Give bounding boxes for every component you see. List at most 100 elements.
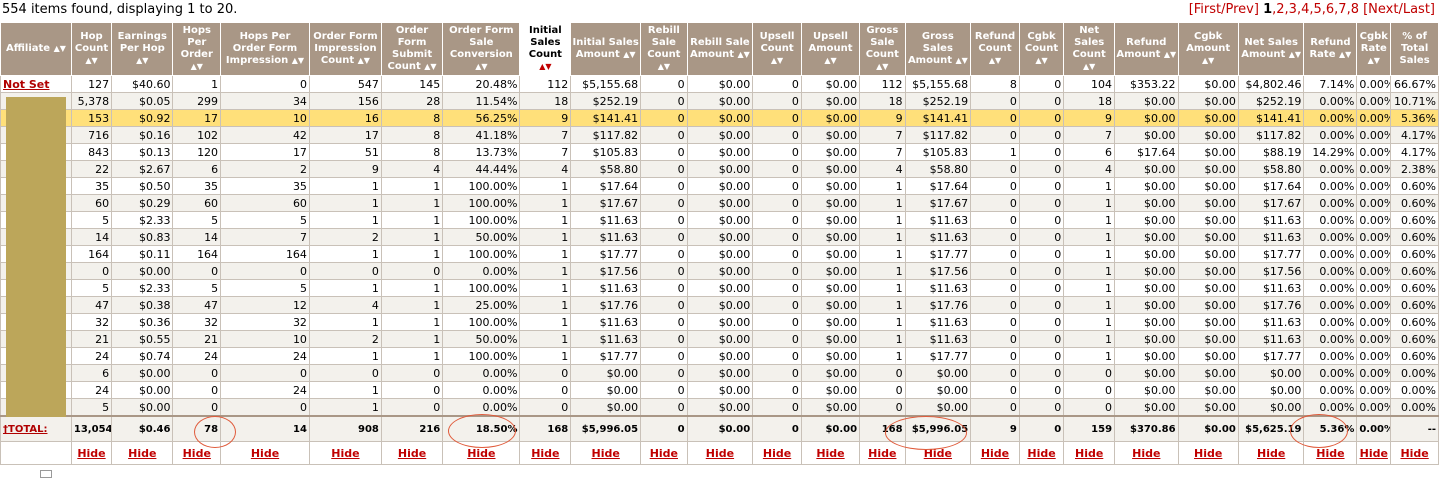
hide-column-link[interactable]: Hide <box>1400 446 1429 460</box>
table-row[interactable]: 153 $0.92 17 10 16 8 56.25% 9 $141.41 0 $0.00 0 $0.0… <box>0 109 1439 127</box>
sort-arrows-icon[interactable]: ▲▼ <box>291 56 305 65</box>
sort-arrows-icon[interactable]: ▲▼ <box>539 62 552 71</box>
next-last-link[interactable]: [Next/Last] <box>1363 2 1435 17</box>
table-row[interactable]: 5 $0.00 0 0 1 0 0.00% 0 $0.00 0 $0.00 0 $0.00 0 $0.00 0… <box>0 398 1439 417</box>
table-row[interactable]: 6 $0.00 0 0 0 0 0.00% 0 $0.00 0 $0.00 0 $0.00 0 $0.00 0… <box>0 364 1439 382</box>
hide-column-link[interactable]: Hide <box>649 446 678 460</box>
column-header-21[interactable]: Net Sales Amount ▲▼ <box>1237 22 1305 76</box>
sort-arrows-icon[interactable]: ▲▼ <box>657 62 670 71</box>
table-row[interactable]: 24 $0.74 24 24 1 1 100.00% 1 $17.77 0 $0.00 0 $0.00 1… <box>0 347 1439 365</box>
column-header-10[interactable]: Rebill Sale Count ▲▼ <box>640 22 688 76</box>
column-header-5[interactable]: Order Form Impression Count ▲▼ <box>308 22 382 76</box>
table-row[interactable]: 32 $0.36 32 32 1 1 100.00% 1 $11.63 0 $0.00 0 $0.00 1… <box>0 313 1439 331</box>
table-row[interactable]: 0 $0.00 0 0 0 0 0.00% 1 $17.56 0 $0.00 0 $0.00 1 $17.5… <box>0 262 1439 280</box>
sort-arrows-icon[interactable]: ▲▼ <box>85 56 98 65</box>
hide-column-link[interactable]: Hide <box>762 446 792 460</box>
hide-column-link[interactable]: Hide <box>77 446 106 460</box>
column-header-2[interactable]: Earnings Per Hop ▲▼ <box>111 22 174 76</box>
sort-arrows-icon[interactable]: ▲▼ <box>1035 56 1048 65</box>
page-link-2[interactable]: ,2 <box>1272 2 1285 17</box>
column-header-23[interactable]: Cgbk Rate ▲▼ <box>1356 22 1392 76</box>
sort-arrows-icon[interactable]: ▲▼ <box>737 50 750 59</box>
column-header-18[interactable]: Net Sales Count ▲▼ <box>1063 22 1116 76</box>
table-row[interactable]: 5 $2.33 5 5 1 1 100.00% 1 $11.63 0 $0.00 0 $0.00 1 $11… <box>0 211 1439 229</box>
page-link-4[interactable]: ,4 <box>1296 2 1310 17</box>
page-link-7[interactable]: ,7 <box>1334 2 1347 17</box>
hide-column-link[interactable]: Hide <box>591 446 620 460</box>
sort-arrows-icon[interactable]: ▲▼ <box>357 56 370 65</box>
sort-arrows-icon[interactable]: ▲▼ <box>988 56 1002 65</box>
sort-arrows-icon[interactable]: ▲▼ <box>424 62 437 71</box>
table-row[interactable]: 843 $0.13 120 17 51 8 13.73% 7 $105.83 0 $0.00 0 $0.… <box>0 143 1439 161</box>
table-row[interactable]: 5,378 $0.05 299 34 156 28 11.54% 18 $252.19 0 $0.0… <box>0 92 1439 110</box>
column-header-15[interactable]: Gross Sales Amount ▲▼ <box>904 22 972 76</box>
column-header-6[interactable]: Order Form Submit Count ▲▼ <box>380 22 444 76</box>
hide-column-link[interactable]: Hide <box>1132 446 1161 460</box>
table-row[interactable]: 21 $0.55 21 10 2 1 50.00% 1 $11.63 0 $0.00 0 $0.00 1 $… <box>0 330 1439 348</box>
hide-column-link[interactable]: Hide <box>1027 446 1056 460</box>
column-header-14[interactable]: Gross Sale Count ▲▼ <box>859 22 906 76</box>
column-header-12[interactable]: Upsell Count ▲▼ <box>752 22 802 76</box>
column-header-19[interactable]: Refund Amount ▲▼ <box>1114 22 1179 76</box>
sort-arrows-icon[interactable]: ▲▼ <box>1338 50 1352 59</box>
page-link-8[interactable]: ,8 <box>1346 2 1359 17</box>
total-link[interactable]: †TOTAL: <box>3 423 48 435</box>
column-header-16[interactable]: Refund Count ▲▼ <box>970 22 1020 76</box>
sort-arrows-icon[interactable]: ▲▼ <box>1367 56 1380 65</box>
table-row[interactable]: 716 $0.16 102 42 17 8 41.18% 7 $117.82 0 $0.00 0 $0.… <box>0 126 1439 144</box>
table-row[interactable]: 164 $0.11 164 164 1 1 100.00% 1 $17.77 0 $0.00 0 $0.… <box>0 245 1439 263</box>
sort-arrows-icon[interactable]: ▲▼ <box>475 62 488 71</box>
affiliate-link[interactable]: Not Set <box>3 77 50 91</box>
table-row[interactable]: 14 $0.83 14 7 2 1 50.00% 1 $11.63 0 $0.00 0 $0.00 1 $1… <box>0 228 1439 246</box>
page-link-3[interactable]: ,3 <box>1284 2 1297 17</box>
hide-column-link[interactable]: Hide <box>868 446 897 460</box>
sort-arrows-icon[interactable]: ▲▼ <box>53 44 66 53</box>
column-header-17[interactable]: Cgbk Count ▲▼ <box>1018 22 1065 76</box>
sort-arrows-icon[interactable]: ▲▼ <box>955 56 968 65</box>
column-header-11[interactable]: Rebill Sale Amount ▲▼ <box>686 22 754 76</box>
column-header-13[interactable]: Upsell Amount ▲▼ <box>800 22 861 76</box>
hide-column-link[interactable]: Hide <box>1256 446 1286 460</box>
sort-arrows-icon[interactable]: ▲▼ <box>1083 62 1096 71</box>
hide-column-link[interactable]: Hide <box>331 446 360 460</box>
hide-column-link[interactable]: Hide <box>1194 446 1223 460</box>
hide-column-link[interactable]: Hide <box>1359 446 1388 460</box>
column-header-22[interactable]: Refund Rate ▲▼ <box>1303 22 1358 76</box>
hide-column-link[interactable]: Hide <box>816 446 845 460</box>
column-header-7[interactable]: Order Form Sale Conversion ▲▼ <box>442 22 521 76</box>
column-header-20[interactable]: Cgbk Amount ▲▼ <box>1177 22 1239 76</box>
column-header-24[interactable]: % of Total Sales <box>1390 22 1439 76</box>
sort-arrows-icon[interactable]: ▲▼ <box>876 62 889 71</box>
table-row[interactable]: 22 $2.67 6 2 9 4 44.44% 4 $58.80 0 $0.00 0 $0.00 4 $58… <box>0 160 1439 178</box>
hide-column-link[interactable]: Hide <box>980 446 1010 460</box>
hide-column-link[interactable]: Hide <box>1316 446 1345 460</box>
sort-arrows-icon[interactable]: ▲▼ <box>824 56 837 65</box>
column-header-9[interactable]: Initial Sales Amount ▲▼ <box>570 22 642 76</box>
table-row[interactable]: 35 $0.50 35 35 1 1 100.00% 1 $17.64 0 $0.00 0 $0.00 1… <box>0 177 1439 195</box>
table-row[interactable]: 24 $0.00 0 24 1 0 0.00% 0 $0.00 0 $0.00 0 $0.00 0 $0.0… <box>0 381 1439 399</box>
table-row[interactable]: 60 $0.29 60 60 1 1 100.00% 1 $17.67 0 $0.00 0 $0.00 1… <box>0 194 1439 212</box>
table-row[interactable]: 5 $2.33 5 5 1 1 100.00% 1 $11.63 0 $0.00 0 $0.00 1 $11… <box>0 279 1439 297</box>
hide-column-link[interactable]: Hide <box>397 446 427 460</box>
sort-arrows-icon[interactable]: ▲▼ <box>190 62 203 71</box>
hide-column-link[interactable]: Hide <box>1075 446 1104 460</box>
first-prev-link[interactable]: [First/Prev] <box>1188 2 1259 17</box>
column-header-3[interactable]: Hops Per Order ▲▼ <box>172 22 222 76</box>
hide-column-link[interactable]: Hide <box>182 446 211 460</box>
sort-arrows-icon[interactable]: ▲▼ <box>136 56 149 65</box>
sort-arrows-icon[interactable]: ▲▼ <box>770 56 784 65</box>
sort-arrows-icon[interactable]: ▲▼ <box>623 50 636 59</box>
sort-arrows-icon[interactable]: ▲▼ <box>1163 50 1177 59</box>
sort-arrows-icon[interactable]: ▲▼ <box>1202 56 1215 65</box>
column-header-4[interactable]: Hops Per Order Form Impression ▲▼ <box>220 22 310 76</box>
hide-column-link[interactable]: Hide <box>250 446 280 460</box>
sort-arrows-icon[interactable]: ▲▼ <box>1288 50 1302 59</box>
table-row[interactable]: 47 $0.38 47 12 4 1 25.00% 1 $17.76 0 $0.00 0 $0.00 1 $… <box>0 296 1439 314</box>
hide-column-link[interactable]: Hide <box>531 446 560 460</box>
column-header-8[interactable]: Initial Sales Count ▲▼ <box>519 22 572 76</box>
hide-column-link[interactable]: Hide <box>705 446 735 460</box>
hide-column-link[interactable]: Hide <box>467 446 496 460</box>
hide-column-link[interactable]: Hide <box>128 446 157 460</box>
page-link-5[interactable]: ,5 <box>1309 2 1322 17</box>
page-link-6[interactable]: ,6 <box>1321 2 1335 17</box>
